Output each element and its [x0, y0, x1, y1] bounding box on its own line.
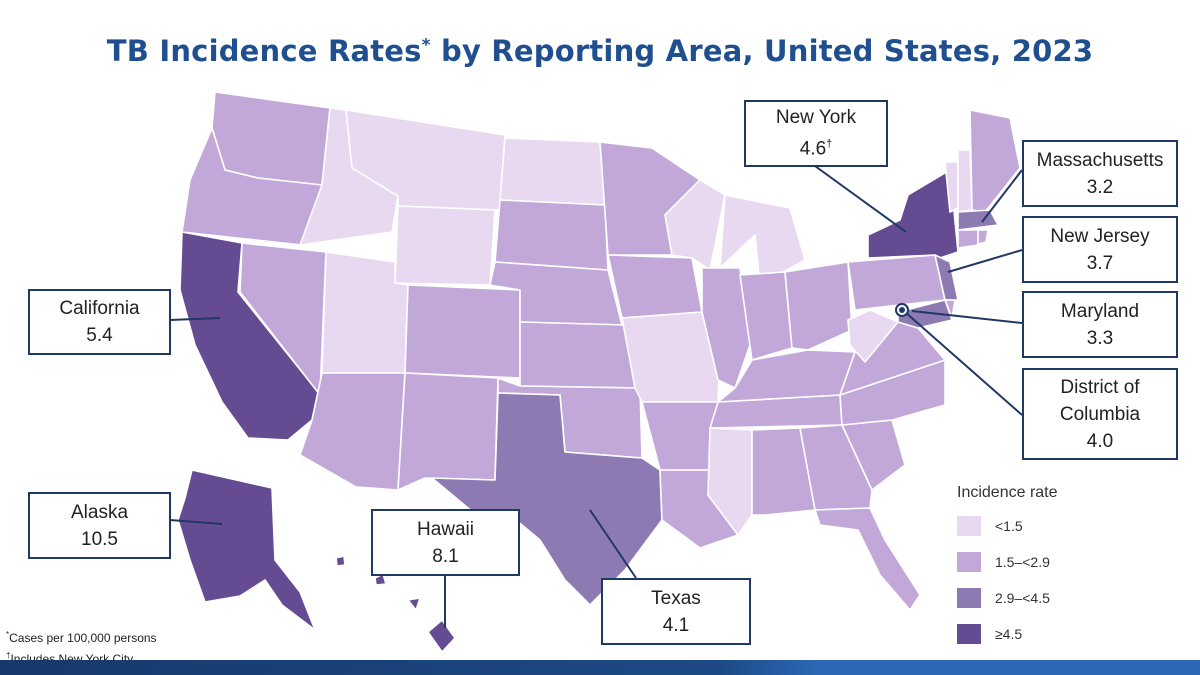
callout-new-york-dagger: †	[826, 138, 833, 151]
callout-maryland-name: Maryland	[1060, 300, 1140, 322]
legend-swatch	[957, 516, 981, 536]
callout-maryland: Maryland 3.3	[1022, 291, 1178, 358]
callout-massachusetts-name: Massachusetts	[1036, 149, 1164, 171]
leader-maryland	[911, 310, 1023, 324]
state-kansas	[519, 321, 636, 389]
legend-item: 2.9–<4.5	[957, 588, 1058, 608]
callout-texas: Texas 4.1	[601, 578, 751, 645]
state-north-dakota	[499, 137, 606, 206]
state-new-mexico	[397, 372, 499, 491]
leader-dc	[904, 311, 1023, 416]
legend-swatch	[957, 552, 981, 572]
state-new-york	[867, 169, 959, 259]
state-california	[179, 231, 319, 441]
callout-new-jersey-name: New Jersey	[1050, 225, 1150, 247]
state-delaware	[944, 299, 956, 319]
callout-dc: District of Columbia 4.0	[1022, 368, 1178, 460]
state-new-jersey	[934, 254, 959, 301]
legend-swatch	[957, 588, 981, 608]
legend-swatch	[957, 624, 981, 644]
callout-dc-name: District of Columbia	[1059, 376, 1141, 425]
callout-new-york-value: 4.6	[799, 138, 827, 160]
state-massachusetts	[957, 209, 999, 231]
callout-hawaii: Hawaii 8.1	[371, 509, 520, 576]
leader-texas	[589, 509, 637, 579]
state-alaska	[177, 469, 316, 631]
leader-massachusetts	[981, 169, 1023, 223]
callout-hawaii-value: 8.1	[432, 545, 459, 567]
state-south-dakota	[494, 199, 609, 271]
bottom-bar	[0, 660, 1200, 675]
callout-new-jersey-value: 3.7	[1086, 252, 1114, 274]
legend-label: ≥4.5	[995, 626, 1023, 642]
state-hawaii-maui	[407, 597, 421, 611]
state-hawaii-big	[427, 619, 456, 653]
callout-new-york-name: New York	[775, 107, 857, 129]
state-ohio	[784, 261, 853, 351]
state-arkansas	[641, 401, 719, 471]
leader-california	[169, 317, 221, 321]
state-florida	[814, 507, 921, 611]
state-pennsylvania	[847, 254, 946, 311]
state-wyoming	[394, 205, 496, 286]
callout-alaska-value: 10.5	[81, 528, 118, 550]
legend-label: <1.5	[995, 518, 1023, 534]
legend-item: ≥4.5	[957, 624, 1058, 644]
callout-new-jersey: New Jersey 3.7	[1022, 216, 1178, 283]
callout-texas-value: 4.1	[662, 614, 690, 636]
callout-new-york: New York 4.6†	[744, 100, 888, 167]
callout-california-name: California	[59, 298, 140, 319]
state-rhode-island	[977, 229, 989, 245]
legend-title: Incidence rate	[957, 484, 1058, 501]
dc-marker-dot	[899, 307, 905, 313]
callout-california-value: 5.4	[86, 325, 113, 346]
callout-alaska-name: Alaska	[70, 501, 129, 523]
state-maryland	[897, 299, 953, 329]
state-maine	[969, 109, 1021, 213]
page-title: TB Incidence Rates* by Reporting Area, U…	[106, 34, 1094, 68]
state-mississippi	[707, 427, 753, 536]
state-west-virginia	[847, 309, 899, 363]
state-hawaii-kauai	[335, 555, 346, 567]
legend-label: 1.5–<2.9	[995, 554, 1050, 570]
state-new-hampshire	[957, 149, 973, 213]
callout-texas-name: Texas	[651, 587, 701, 609]
footnote-1: *Cases per 100,000 persons	[6, 630, 157, 645]
callout-dc-value: 4.0	[1086, 430, 1114, 452]
legend-item: <1.5	[957, 516, 1058, 536]
legend: Incidence rate <1.5 1.5–<2.9 2.9–<4.5 ≥4…	[957, 484, 1058, 660]
callout-california: California 5.4	[28, 289, 171, 355]
state-connecticut	[957, 229, 979, 249]
callout-massachusetts: Massachusetts 3.2	[1022, 140, 1178, 207]
callout-massachusetts-value: 3.2	[1086, 176, 1114, 198]
state-texas	[431, 392, 663, 606]
state-colorado	[404, 284, 521, 379]
leader-new-york	[814, 165, 907, 233]
callout-hawaii-name: Hawaii	[416, 518, 475, 540]
leader-alaska	[169, 519, 223, 525]
legend-label: 2.9–<4.5	[995, 590, 1050, 606]
callout-maryland-value: 3.3	[1086, 327, 1114, 349]
state-alabama	[751, 427, 816, 516]
leader-new-jersey	[947, 249, 1023, 273]
legend-item: 1.5–<2.9	[957, 552, 1058, 572]
state-iowa	[607, 254, 703, 319]
callout-alaska: Alaska 10.5	[28, 492, 171, 559]
state-utah	[321, 251, 409, 374]
